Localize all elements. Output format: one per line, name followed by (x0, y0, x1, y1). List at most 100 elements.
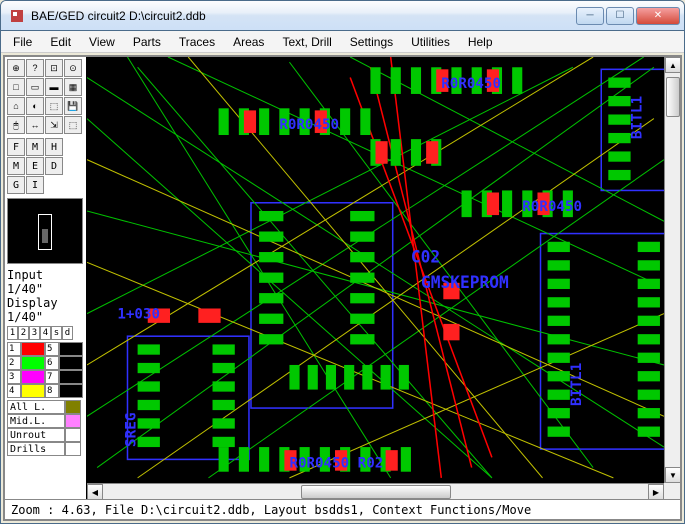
layer-swatch-6[interactable] (59, 356, 83, 370)
canvas-row: R0R0450R0R0450R0R0450C02GMSKEPROMBITL1BI… (87, 57, 680, 483)
tool-button-10[interactable]: ⬚ (45, 97, 63, 115)
hscroll-thumb[interactable] (301, 485, 451, 499)
layer-num-5[interactable]: 5 (45, 342, 59, 356)
svg-text:R0R0450: R0R0450 (441, 76, 501, 92)
numcell-2[interactable]: 2 (18, 326, 29, 340)
minimize-button[interactable]: ─ (576, 7, 604, 25)
svg-text:GMSKEPROM: GMSKEPROM (421, 273, 509, 292)
tool-button-2[interactable]: ⊡ (45, 59, 63, 77)
client-area: ⊕?⊡⊙□▭▬▦⌂◐⬚💾🖱↔⇲⬚ FMHMEDGI Input 1/40" Di… (3, 55, 682, 521)
special-layer-drills[interactable]: Drills (7, 442, 84, 456)
layer-swatch-5[interactable] (59, 342, 83, 356)
scroll-down-button[interactable]: ▼ (665, 467, 680, 483)
menu-utilities[interactable]: Utilities (403, 33, 458, 51)
layer-swatch-2[interactable] (21, 356, 45, 370)
layer-num-2[interactable]: 2 (7, 356, 21, 370)
numcell-4[interactable]: 4 (40, 326, 51, 340)
letter-button-f[interactable]: F (7, 138, 25, 156)
scroll-left-button[interactable]: ◀ (87, 484, 103, 499)
svg-text:R0R0450 R02: R0R0450 R02 (289, 456, 383, 472)
letter-button-d[interactable]: D (45, 157, 63, 175)
tool-button-5[interactable]: ▭ (26, 78, 44, 96)
tool-button-9[interactable]: ◐ (26, 97, 44, 115)
numcell-s[interactable]: s (51, 326, 62, 340)
scroll-up-button[interactable]: ▲ (665, 57, 680, 73)
letter-button-e[interactable]: E (26, 157, 44, 175)
menu-traces[interactable]: Traces (171, 33, 223, 51)
layer-num-1[interactable]: 1 (7, 342, 21, 356)
maximize-button[interactable]: ☐ (606, 7, 634, 25)
special-layer-midl[interactable]: Mid.L. (7, 414, 84, 428)
app-icon (9, 8, 25, 24)
special-layer-label: Unrout (7, 428, 65, 442)
menu-edit[interactable]: Edit (42, 33, 79, 51)
letter-grid: FMHMEDGI (5, 136, 86, 196)
app-window: BAE/GED circuit2 D:\circuit2.ddb ─ ☐ ✕ F… (0, 0, 685, 524)
menu-view[interactable]: View (81, 33, 123, 51)
tool-button-6[interactable]: ▬ (45, 78, 63, 96)
special-layer-alll[interactable]: All L. (7, 400, 84, 414)
tool-button-0[interactable]: ⊕ (7, 59, 25, 77)
layer-swatch-8[interactable] (59, 384, 83, 398)
tool-button-12[interactable]: 🖱 (7, 116, 25, 134)
canvas-wrap: R0R0450R0R0450R0R0450C02GMSKEPROMBITL1BI… (87, 57, 680, 499)
svg-text:R0R0450: R0R0450 (522, 199, 582, 215)
close-button[interactable]: ✕ (636, 7, 680, 25)
tool-grid: ⊕?⊡⊙□▭▬▦⌂◐⬚💾🖱↔⇲⬚ (5, 57, 86, 136)
scroll-right-button[interactable]: ▶ (648, 484, 664, 499)
vscroll-thumb[interactable] (666, 77, 680, 117)
layer-swatch-4[interactable] (21, 384, 45, 398)
tool-button-15[interactable]: ⬚ (64, 116, 82, 134)
menu-file[interactable]: File (5, 33, 40, 51)
svg-text:BITL1: BITL1 (630, 96, 646, 139)
layer-swatch-3[interactable] (21, 370, 45, 384)
letter-button-g[interactable]: G (7, 176, 25, 194)
special-layer-label: Drills (7, 442, 65, 456)
menu-parts[interactable]: Parts (125, 33, 169, 51)
layer-swatch-7[interactable] (59, 370, 83, 384)
hscroll-track[interactable] (103, 484, 648, 499)
special-layer-color (65, 414, 81, 428)
numcell-1[interactable]: 1 (7, 326, 18, 340)
letter-button-i[interactable]: I (26, 176, 44, 194)
sidebar: ⊕?⊡⊙□▭▬▦⌂◐⬚💾🖱↔⇲⬚ FMHMEDGI Input 1/40" Di… (5, 57, 87, 499)
layer-num-6[interactable]: 6 (45, 356, 59, 370)
svg-text:1+030: 1+030 (117, 307, 160, 323)
layer-num-7[interactable]: 7 (45, 370, 59, 384)
numcell-3[interactable]: 3 (29, 326, 40, 340)
tool-button-3[interactable]: ⊙ (64, 59, 82, 77)
menu-areas[interactable]: Areas (225, 33, 272, 51)
info-display-label: Display (7, 296, 84, 310)
horizontal-scrollbar[interactable]: ◀ ▶ (87, 483, 664, 499)
letter-button-m[interactable]: M (7, 157, 25, 175)
tool-button-1[interactable]: ? (26, 59, 44, 77)
special-layers: All L.Mid.L.UnroutDrills (5, 400, 86, 456)
layer-num-4[interactable]: 4 (7, 384, 21, 398)
letter-button-m[interactable]: M (26, 138, 44, 156)
scroll-corner (664, 483, 680, 499)
pcb-canvas[interactable]: R0R0450R0R0450R0R0450C02GMSKEPROMBITL1BI… (87, 57, 664, 483)
letter-button-h[interactable]: H (45, 138, 63, 156)
tool-button-8[interactable]: ⌂ (7, 97, 25, 115)
window-title: BAE/GED circuit2 D:\circuit2.ddb (31, 9, 576, 23)
svg-text:C02: C02 (411, 247, 440, 266)
tool-button-4[interactable]: □ (7, 78, 25, 96)
numcell-d[interactable]: d (62, 326, 73, 340)
minimap[interactable] (7, 198, 83, 264)
layer-num-8[interactable]: 8 (45, 384, 59, 398)
special-layer-unrout[interactable]: Unrout (7, 428, 84, 442)
info-input-value: 1/40" (7, 282, 84, 296)
menu-help[interactable]: Help (460, 33, 501, 51)
menu-settings[interactable]: Settings (342, 33, 401, 51)
tool-button-7[interactable]: ▦ (64, 78, 82, 96)
vertical-scrollbar[interactable]: ▲ ▼ (664, 57, 680, 483)
window-controls: ─ ☐ ✕ (576, 7, 680, 25)
tool-button-14[interactable]: ⇲ (45, 116, 63, 134)
titlebar[interactable]: BAE/GED circuit2 D:\circuit2.ddb ─ ☐ ✕ (1, 1, 684, 31)
layer-swatch-1[interactable] (21, 342, 45, 356)
menu-textdrill[interactable]: Text, Drill (274, 33, 339, 51)
work-row: ⊕?⊡⊙□▭▬▦⌂◐⬚💾🖱↔⇲⬚ FMHMEDGI Input 1/40" Di… (5, 57, 680, 499)
tool-button-11[interactable]: 💾 (64, 97, 82, 115)
tool-button-13[interactable]: ↔ (26, 116, 44, 134)
layer-num-3[interactable]: 3 (7, 370, 21, 384)
